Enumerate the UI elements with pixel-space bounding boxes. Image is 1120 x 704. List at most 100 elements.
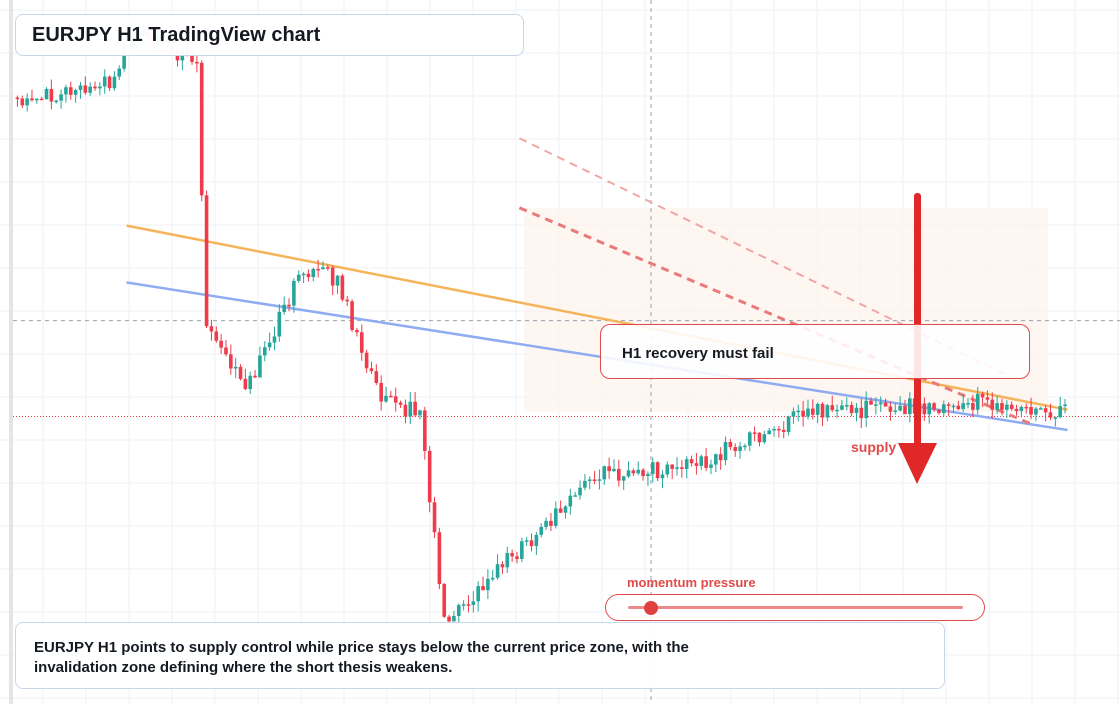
candle-body [30,98,34,101]
candle-body [660,474,665,479]
candle [195,55,199,73]
candle [520,537,524,563]
candle [815,402,820,424]
summary-box: EURJPY H1 points to supply control while… [15,622,945,689]
momentum-slider[interactable] [605,594,985,621]
candle-body [1053,417,1058,419]
candle [311,267,316,282]
candle-body [617,468,621,481]
chart-title: EURJPY H1 TradingView chart [15,14,524,56]
candle [102,69,107,94]
candle [849,401,854,417]
candle-body [1034,408,1038,415]
candle-body [413,401,417,416]
candle [398,400,403,408]
candle-body [1009,404,1014,409]
candle [1053,416,1058,427]
candle [534,531,539,555]
candle-body [238,366,243,379]
candle-body [64,87,68,95]
candle-body [573,495,577,497]
candle-body [1024,406,1029,409]
candle [30,89,34,102]
candle [389,390,393,398]
candle [282,296,286,315]
candle [893,403,898,415]
candle [714,453,718,473]
candle [1024,403,1029,414]
candle-body [743,445,747,448]
candle [563,505,568,519]
candle-body [1063,404,1067,407]
candle [544,517,548,530]
candle-body [466,604,471,606]
candle [427,446,432,513]
candle-body [985,397,990,400]
candle-body [927,403,932,415]
candle [379,375,383,411]
candle-body [558,508,563,513]
candle [665,461,670,478]
candle [869,397,873,405]
candle [946,402,951,416]
candle [975,387,980,415]
candle-body [791,411,796,417]
candle [214,326,219,343]
candle-body [1029,406,1033,415]
candle-body [93,86,97,89]
candle-body [636,469,641,474]
candle-body [694,463,699,466]
candle-body [262,347,267,356]
candle-body [864,400,868,419]
candle-body [1038,408,1043,410]
candle-body [888,406,893,412]
candle-body [306,273,311,278]
candle-body [78,85,83,90]
candle-body [684,459,689,469]
candle-body [393,396,398,403]
candle-body [403,404,408,417]
candle-body [820,403,825,418]
candle-body [117,68,122,77]
candle-body [922,403,927,415]
candle [908,392,912,423]
candle [888,401,893,421]
candle [495,554,500,580]
candle-body [258,355,262,378]
candle [321,261,325,270]
candle [35,98,39,104]
candle [199,60,204,202]
down-arrow-icon [898,193,937,484]
candle-body [500,564,505,568]
candle [39,96,44,101]
candle-body [621,476,626,481]
candle-body [583,480,587,488]
momentum-knob[interactable] [644,601,659,615]
candle-body [553,508,558,526]
candle [374,364,379,386]
candle [272,326,277,351]
candle [728,438,733,451]
candle-body [122,46,126,69]
candle-body [747,432,752,446]
candle [1009,401,1014,412]
candle [709,459,713,475]
candle [529,533,534,552]
candle [229,344,233,375]
candle-body [937,409,941,414]
candle-body [650,462,655,474]
arrow-shaft [914,193,921,449]
candle [384,386,388,403]
candle [486,569,490,600]
candle [83,76,88,95]
candle-body [195,61,199,64]
candle [15,95,20,107]
candle-body [854,407,859,414]
candle-body [898,405,902,411]
candle-body [495,564,500,578]
candle [1029,397,1033,420]
candle-body [447,616,451,622]
candle [641,468,645,481]
candle-body [520,541,524,559]
candle-body [374,371,379,383]
